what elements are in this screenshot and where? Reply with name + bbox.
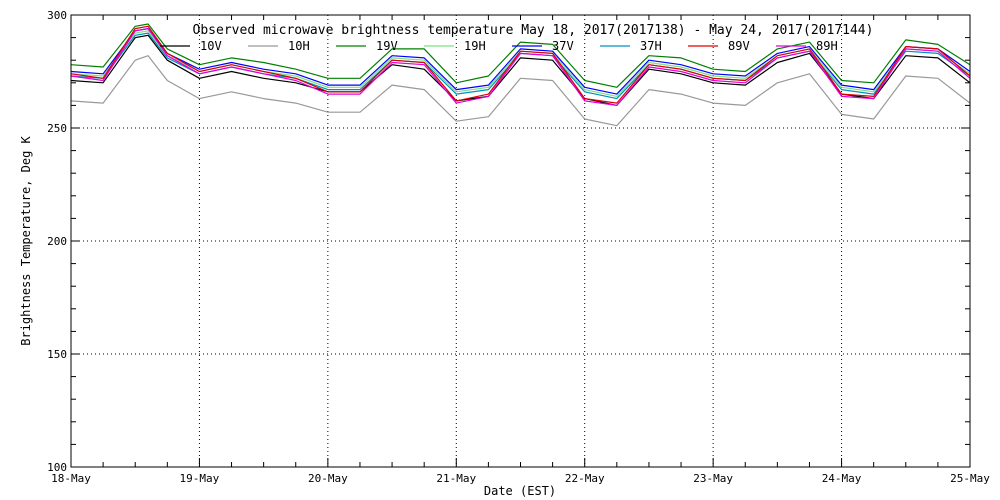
tick-labels: 100 150 200 250 300 18-May 19-May 20-May 21-May 2… <box>47 9 990 485</box>
series-line-37v <box>70 28 971 95</box>
legend-label-19h: 19H <box>464 39 486 53</box>
x-tick-label: 21-May <box>436 472 476 485</box>
x-tick-label: 22-May <box>565 472 605 485</box>
legend-label-19v: 19V <box>376 39 398 53</box>
y-tick-label: 250 <box>47 122 67 135</box>
grid-lines <box>71 15 970 467</box>
x-axis-label: Date (EST) <box>484 484 556 498</box>
series-line-10h <box>70 55 971 127</box>
x-tick-label: 25-May <box>950 472 990 485</box>
legend: 10V 10H 19V 19H 37V 37H 89V 89H <box>160 39 838 53</box>
y-tick-label: 100 <box>47 461 67 474</box>
y-tick-label: 200 <box>47 235 67 248</box>
x-tick-label: 24-May <box>822 472 862 485</box>
y-axis-label: Brightness Temperature, Deg K <box>19 135 33 345</box>
x-tick-label: 18-May <box>51 472 91 485</box>
axis-ticks <box>70 14 971 468</box>
legend-label-37v: 37V <box>552 39 574 53</box>
chart-title: Observed microwave brightness temperatur… <box>193 23 874 38</box>
series-layer <box>70 23 971 127</box>
series-line-19v <box>70 23 971 88</box>
legend-label-37h: 37H <box>640 39 662 53</box>
x-tick-label: 19-May <box>180 472 220 485</box>
legend-label-89h: 89H <box>816 39 838 53</box>
series-line-10v <box>70 34 971 107</box>
legend-label-10h: 10H <box>288 39 310 53</box>
y-tick-label: 150 <box>47 348 67 361</box>
x-tick-label: 20-May <box>308 472 348 485</box>
legend-label-10v: 10V <box>200 39 222 53</box>
legend-label-89v: 89V <box>728 39 750 53</box>
x-tick-label: 23-May <box>693 472 733 485</box>
series-line-89v <box>70 25 971 104</box>
y-tick-label: 300 <box>47 9 67 22</box>
series-line-89h <box>70 28 971 107</box>
